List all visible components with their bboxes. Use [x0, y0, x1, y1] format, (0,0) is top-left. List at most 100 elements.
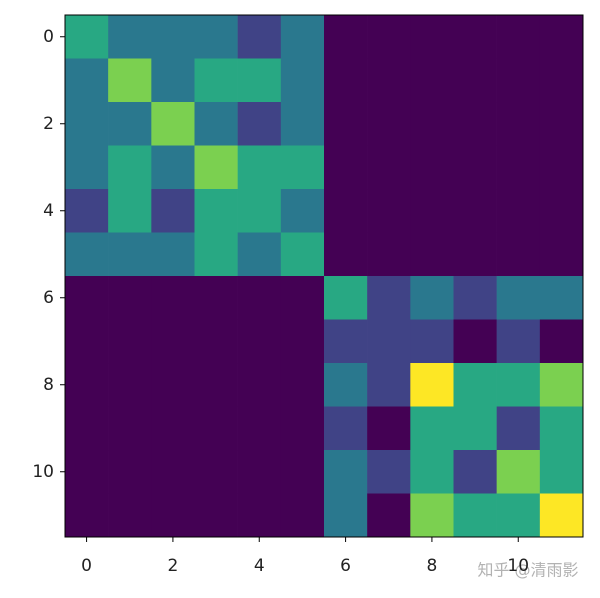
heatmap-cell	[65, 319, 109, 364]
x-tick-label: 2	[168, 556, 179, 576]
heatmap-cell	[108, 58, 152, 103]
heatmap-cell	[410, 102, 454, 146]
heatmap-cell	[194, 145, 238, 190]
heatmap-cell	[367, 189, 411, 233]
heatmap-cell	[410, 15, 454, 59]
heatmap-cell	[410, 406, 454, 451]
x-tick-label: 10	[507, 556, 529, 576]
heatmap-cell	[237, 363, 282, 407]
heatmap-cell	[237, 493, 282, 538]
heatmap-cell	[367, 102, 411, 146]
heatmap-cell	[194, 276, 238, 320]
x-tick-label: 6	[340, 556, 351, 576]
heatmap-cell	[453, 58, 497, 103]
heatmap-cell	[151, 145, 195, 190]
heatmap-cell	[237, 276, 282, 320]
heatmap-cell	[453, 319, 497, 364]
heatmap-cell	[453, 232, 497, 277]
heatmap-cell	[539, 189, 584, 233]
heatmap-cell	[65, 406, 109, 451]
heatmap-cell	[280, 145, 325, 190]
heatmap-cell	[151, 58, 195, 103]
x-tick-label: 0	[81, 556, 92, 576]
heatmap-cell	[237, 15, 282, 59]
heatmap-cell	[237, 319, 282, 364]
heatmap-cell	[237, 450, 282, 494]
heatmap-cell	[65, 102, 109, 146]
heatmap-cell	[453, 189, 497, 233]
heatmap-cell	[496, 493, 541, 538]
heatmap-cell	[496, 102, 541, 146]
heatmap-cell	[108, 15, 152, 59]
x-tick-label: 8	[427, 556, 438, 576]
heatmap-cell	[194, 102, 238, 146]
heatmap-cell	[151, 363, 195, 407]
heatmap-cell	[108, 450, 152, 494]
heatmap-cell	[280, 363, 325, 407]
heatmap-cell	[280, 102, 325, 146]
heatmap-cell	[496, 232, 541, 277]
heatmap-cell	[237, 189, 282, 233]
heatmap-cell	[410, 232, 454, 277]
heatmap-cell	[539, 493, 584, 538]
heatmap-cell	[410, 145, 454, 190]
heatmap-cell	[65, 189, 109, 233]
heatmap-cell	[65, 145, 109, 190]
heatmap-cell	[453, 276, 497, 320]
heatmap-cell	[539, 363, 584, 407]
heatmap-cell	[324, 15, 368, 59]
heatmap-cell	[280, 276, 325, 320]
heatmap-cell	[539, 319, 584, 364]
heatmap-cell	[65, 15, 109, 59]
heatmap-cell	[410, 493, 454, 538]
heatmap-cell	[324, 276, 368, 320]
heatmap-cell	[367, 232, 411, 277]
heatmap-cell	[194, 319, 238, 364]
heatmap-cell	[194, 450, 238, 494]
heatmap-cell	[496, 15, 541, 59]
heatmap-cell	[65, 450, 109, 494]
axes-frame	[64, 14, 584, 538]
heatmap-cell	[280, 232, 325, 277]
heatmap-cell	[65, 493, 109, 538]
heatmap-cell	[324, 319, 368, 364]
heatmap-cell	[453, 363, 497, 407]
heatmap-cell	[151, 319, 195, 364]
heatmap-cell	[324, 102, 368, 146]
heatmap-cell	[65, 58, 109, 103]
y-tick-label: 6	[43, 288, 54, 308]
y-tick-label: 10	[32, 462, 54, 482]
heatmap-cell	[410, 319, 454, 364]
heatmap-cell	[410, 363, 454, 407]
heatmap-cell	[108, 189, 152, 233]
heatmap-cell	[324, 450, 368, 494]
heatmap-cell	[453, 102, 497, 146]
heatmap-cell	[280, 58, 325, 103]
y-tick-label: 4	[43, 201, 54, 221]
heatmap-cell	[453, 145, 497, 190]
heatmap-cell	[539, 450, 584, 494]
heatmap-cell	[453, 450, 497, 494]
heatmap-cell	[108, 319, 152, 364]
heatmap-cell	[194, 58, 238, 103]
heatmap-cell	[453, 15, 497, 59]
heatmap-cell	[280, 406, 325, 451]
heatmap-cell	[194, 232, 238, 277]
heatmap-cell	[280, 493, 325, 538]
heatmap-cell	[237, 58, 282, 103]
heatmap-cell	[280, 15, 325, 59]
y-tick-label: 8	[43, 375, 54, 395]
heatmap-cell	[367, 15, 411, 59]
heatmap-cell	[151, 15, 195, 59]
x-tick-label: 4	[254, 556, 265, 576]
heatmap-cell	[280, 319, 325, 364]
heatmap-cell	[496, 319, 541, 364]
heatmap-cell	[108, 102, 152, 146]
heatmap-cell	[496, 189, 541, 233]
heatmap-cell	[280, 450, 325, 494]
heatmap-cell	[367, 493, 411, 538]
heatmap-cell	[496, 145, 541, 190]
y-tick-label: 2	[43, 114, 54, 134]
heatmap-cell	[539, 58, 584, 103]
